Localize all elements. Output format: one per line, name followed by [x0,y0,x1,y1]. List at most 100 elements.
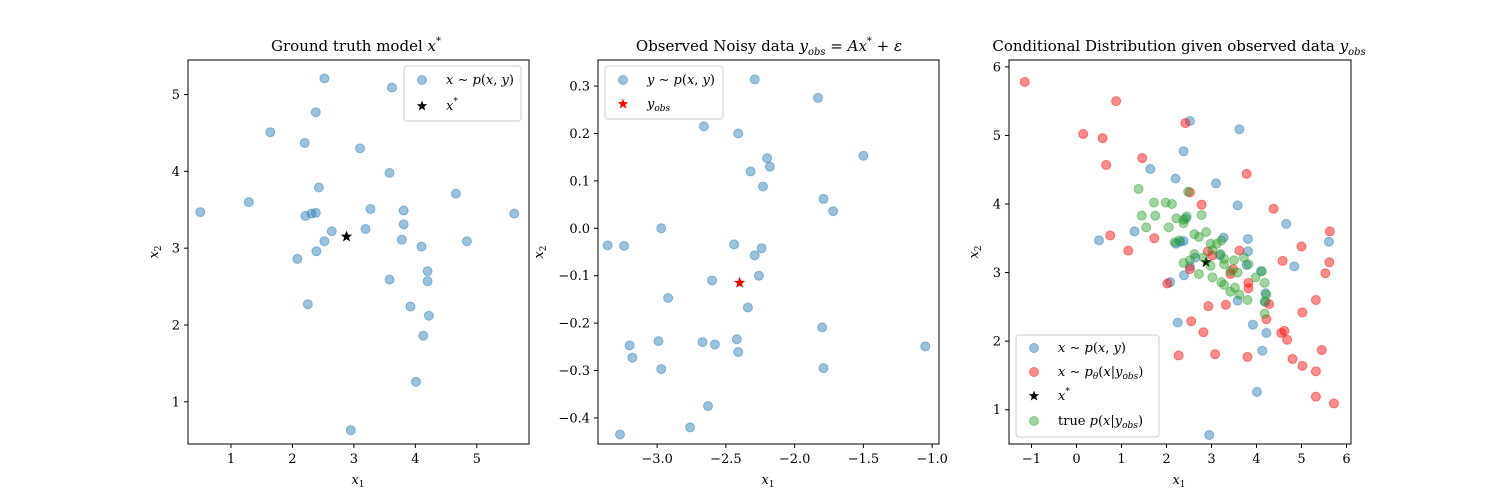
x-tick-label: 1 [227,452,235,467]
data-point [753,270,764,281]
legend-marker-star [1028,390,1040,401]
x-tick-label: 5 [473,452,481,467]
data-point [1216,277,1227,288]
data-point [299,137,310,148]
data-point [1190,252,1201,263]
data-point [615,429,625,440]
data-point [1251,386,1262,397]
data-point [1219,279,1230,290]
data-point [1094,235,1104,246]
data-point [1297,360,1308,371]
data-point [1257,345,1268,356]
data-point [300,210,311,221]
legend-label-samples: x ∼ p(x, y) [1058,341,1126,356]
data-point [405,301,416,312]
panel-observed: Observed Noisy data yobs = Ax* + ε −3.0−… [532,36,948,490]
x-tick-label: 1 [1117,452,1125,467]
y-tick-label: 3 [993,266,1001,281]
data-point [1234,245,1245,256]
data-point [292,253,303,264]
legend-marker-true-conditional [1029,416,1039,426]
data-point [1019,76,1030,87]
y-tick-label: 1 [993,403,1001,418]
data-point [450,188,461,199]
y-tick-label: 1 [172,395,180,410]
data-point [1184,264,1195,275]
legend-marker-star [617,98,629,109]
data-point [697,337,708,348]
y-tick-label: 5 [172,88,180,103]
axes-frame [187,59,530,445]
data-point [1123,245,1134,256]
series-y-obs [733,276,746,288]
data-point [1289,261,1300,272]
series-x-p-x-y [1094,116,1334,441]
data-point [858,150,869,161]
data-point [1225,266,1236,277]
star-marker [1200,256,1212,268]
data-point [1178,236,1189,247]
data-point [265,127,276,138]
data-point [685,422,696,433]
data-point [1189,229,1200,240]
data-point [1204,430,1215,441]
data-point [828,206,839,217]
legend-label-samples: x ∼ p(x, y) [446,73,514,88]
data-point [1238,252,1249,263]
legend-label-true-conditional: true p(x|yobs) [1058,414,1143,431]
legend-marker-star [416,100,428,111]
data-point [1165,277,1176,288]
data-point [1324,257,1335,268]
data-point [1320,268,1331,279]
x-tick-label: 4 [411,452,419,467]
data-point [319,73,330,84]
data-point [1220,299,1231,310]
data-point [313,182,324,193]
data-point [1225,268,1236,279]
data-point [1229,282,1240,293]
data-point [1259,308,1270,319]
data-point [817,322,828,333]
data-point [418,330,429,341]
data-point [1160,197,1171,208]
data-point [731,334,742,345]
data-point [1287,353,1298,364]
data-point [422,276,433,287]
y-tick-label: −0.1 [558,269,590,284]
data-point [1242,246,1253,257]
data-point [1260,288,1271,299]
data-point [1232,295,1243,306]
x-tick-label: 4 [1252,452,1260,467]
data-point [1243,277,1254,288]
y-tick-label: 0.1 [569,174,590,189]
data-point [733,128,744,139]
data-point [1242,233,1253,244]
x-tick-label: 3 [350,452,358,467]
axes-frame [1008,59,1352,445]
data-point [1207,244,1218,255]
data-point [1218,232,1229,243]
axes-frame [597,59,940,445]
data-point [1207,272,1218,283]
legend-marker-samples [1029,343,1039,353]
data-point [1310,366,1321,377]
data-point [1196,209,1207,220]
legend-frame [604,65,724,120]
data-point [656,364,667,375]
y-tick-label: 4 [993,198,1001,213]
data-point [1184,261,1195,272]
star-marker [617,98,629,109]
data-point [1169,237,1180,248]
data-point [1219,253,1230,264]
data-point [1256,266,1267,277]
data-point [1281,218,1292,229]
data-point [1232,267,1243,278]
data-point [742,302,753,313]
data-point [663,292,674,303]
data-point [423,310,434,321]
data-point [1277,255,1288,266]
data-point [1163,222,1174,233]
data-point [1282,334,1293,345]
x-tick-label: −2.0 [779,452,811,467]
data-point [818,193,829,204]
